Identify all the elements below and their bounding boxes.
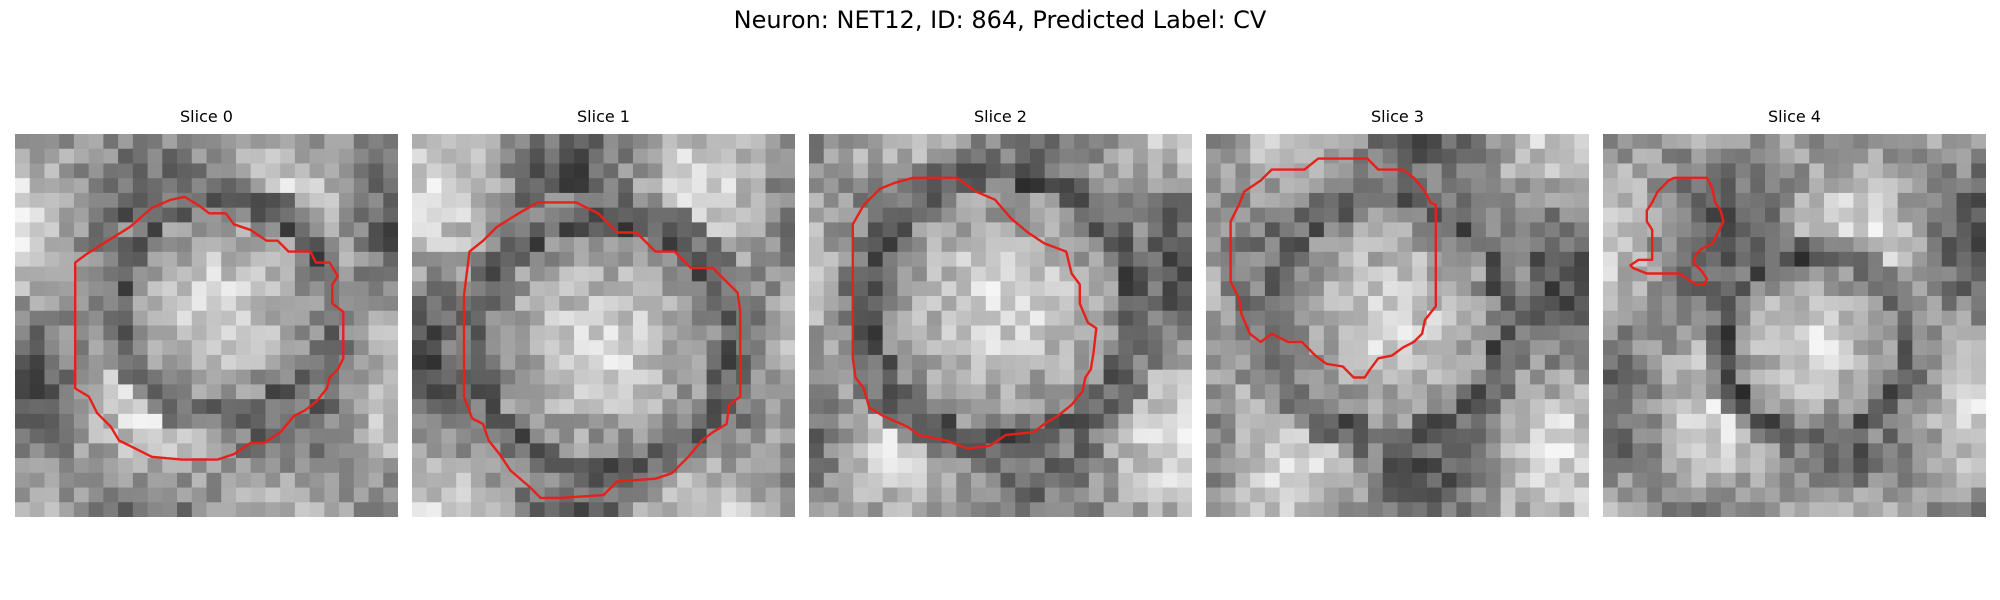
segmentation-contour (1229, 157, 1438, 379)
pixel-grid (15, 134, 398, 517)
em-slice-2-grayscale (809, 134, 1192, 517)
slice-panel-0: Slice 0 (15, 107, 398, 517)
pixel-grid (1206, 134, 1589, 517)
segmentation-contour (851, 176, 1098, 450)
segmentation-contour (1629, 176, 1725, 286)
pixel-grid (1603, 134, 1986, 517)
pixel-grid (412, 134, 795, 517)
em-slice-3-grayscale (1206, 134, 1589, 517)
slice-title: Slice 2 (974, 107, 1027, 126)
slice-title: Slice 0 (180, 107, 233, 126)
em-slice-0-grayscale (15, 134, 398, 517)
em-slice-1-grayscale (412, 134, 795, 517)
slice-panel-3: Slice 3 (1206, 107, 1589, 517)
segmentation-contour (74, 195, 345, 461)
pixel-grid (809, 134, 1192, 517)
slice-title: Slice 1 (577, 107, 630, 126)
slice-title: Slice 4 (1768, 107, 1821, 126)
slice-title: Slice 3 (1371, 107, 1424, 126)
slice-panel-2: Slice 2 (809, 107, 1192, 517)
slice-panel-4: Slice 4 (1603, 107, 1986, 517)
slice-panel-1: Slice 1 (412, 107, 795, 517)
figure-title: Neuron: NET12, ID: 864, Predicted Label:… (733, 6, 1267, 34)
em-slice-4-grayscale (1603, 134, 1986, 517)
segmentation-contour (462, 201, 742, 500)
